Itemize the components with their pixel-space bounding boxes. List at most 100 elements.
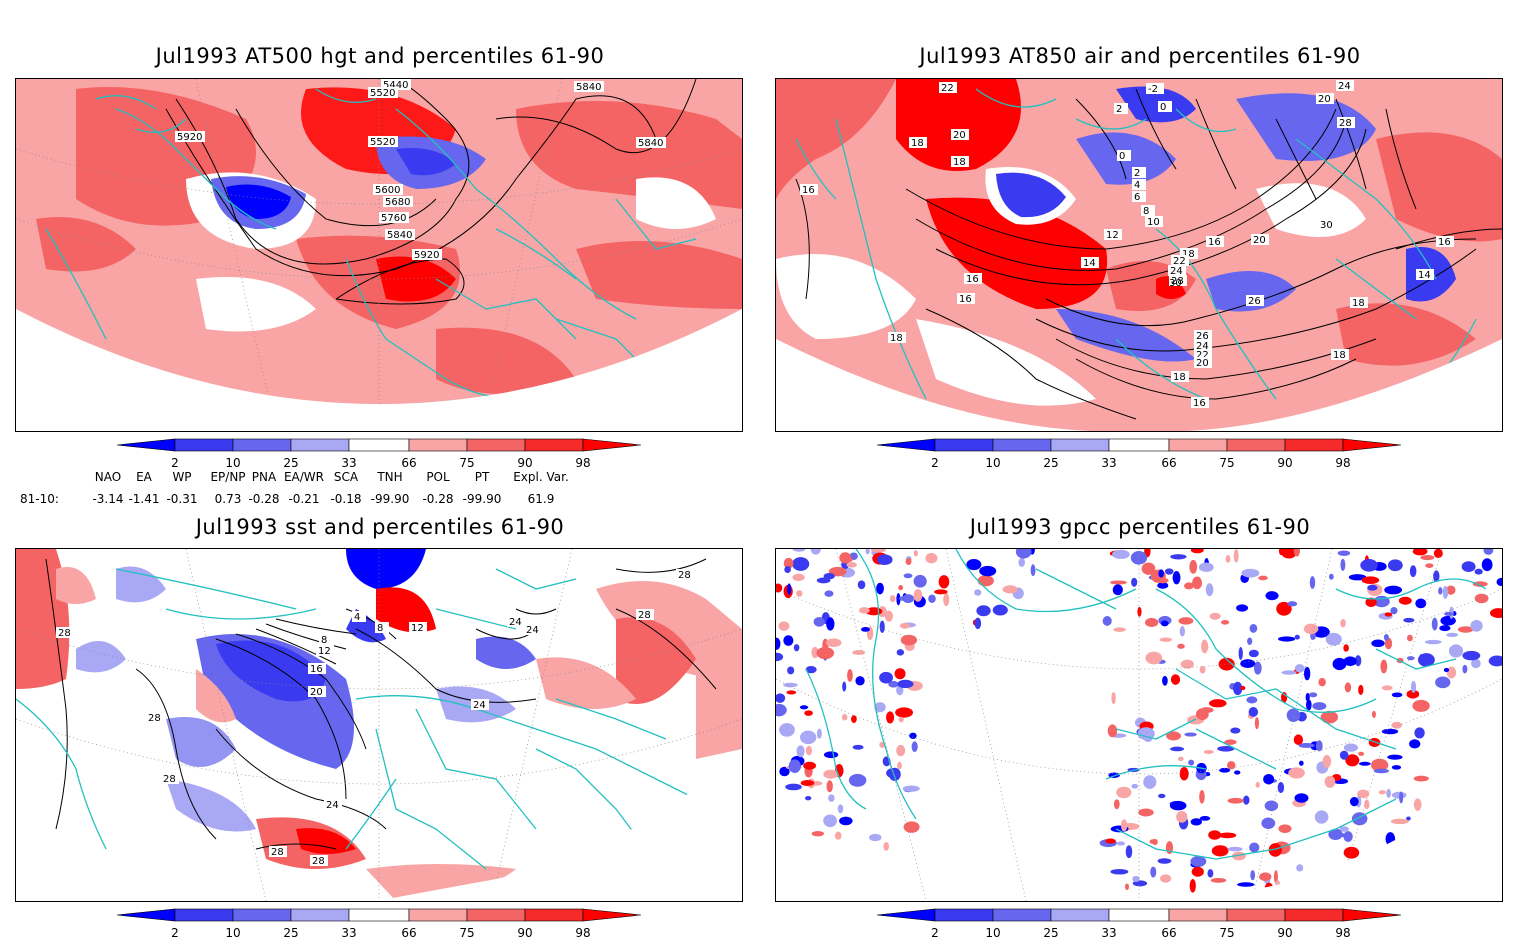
map-panel-sst: 28 28 28 28 28 24 24 24 24 20 16 12 8 4 … — [15, 548, 743, 902]
precip-blob — [1264, 882, 1274, 895]
contour-label: 12 — [409, 622, 427, 634]
contour-label: 22 — [1171, 255, 1189, 267]
precip-blob — [1390, 607, 1398, 615]
precip-blob — [799, 730, 817, 745]
precip-blob — [776, 703, 787, 717]
precip-blob — [839, 552, 852, 564]
index-value: -0.31 — [166, 492, 198, 506]
contour-label: 10 — [1145, 216, 1163, 228]
contour-label: 5840 — [636, 137, 666, 149]
precip-blob — [1287, 601, 1298, 607]
colorbar-tick-label: 33 — [341, 456, 357, 470]
precip-blob — [896, 649, 905, 656]
precip-blob — [1018, 557, 1026, 567]
precip-blob — [847, 668, 853, 682]
precip-blob — [1410, 680, 1417, 693]
precip-blob — [813, 616, 825, 627]
svg-text:20: 20 — [1253, 235, 1266, 246]
precip-blob — [1131, 577, 1138, 587]
svg-text:24: 24 — [1170, 266, 1183, 277]
precip-blob — [826, 780, 833, 793]
contour-label: 28 — [146, 712, 164, 724]
index-value: 61.9 — [527, 492, 555, 506]
precip-blob — [1371, 639, 1385, 648]
index-header-tnh: TNH — [377, 470, 403, 484]
precip-blob — [1324, 775, 1336, 788]
precip-blob — [1248, 649, 1259, 658]
svg-text:12: 12 — [1106, 230, 1119, 241]
precip-blob — [1322, 754, 1332, 769]
contour-label: 2 — [1114, 103, 1128, 115]
precip-blob — [776, 652, 784, 662]
precip-blob — [779, 766, 790, 777]
colorbar-tick-label: 33 — [1101, 926, 1117, 940]
svg-text:24: 24 — [526, 625, 539, 636]
index-header-pna: PNA — [251, 470, 277, 484]
precip-blob — [1247, 637, 1253, 645]
contour-label: 24 — [471, 699, 489, 711]
svg-text:24: 24 — [473, 700, 486, 711]
precip-blob — [928, 594, 936, 604]
contour-label: 26 — [1246, 295, 1264, 307]
precip-blob — [1431, 617, 1438, 631]
colorbar-tick-label: 98 — [575, 926, 591, 940]
contour-label: 24 — [524, 624, 542, 636]
precip-blob — [888, 680, 899, 688]
precip-blob — [1339, 826, 1349, 832]
precip-blob — [1471, 658, 1481, 669]
colorbar-tick-label: 2 — [171, 926, 179, 940]
precip-blob — [1340, 558, 1346, 571]
colorbar-segment — [348, 438, 410, 452]
svg-text:20: 20 — [310, 687, 323, 698]
precip-blob — [1255, 781, 1260, 788]
precip-blob — [1184, 582, 1194, 590]
precip-blob — [1113, 627, 1126, 632]
contour-label: 30 — [1318, 219, 1336, 231]
precip-blob — [1237, 882, 1255, 887]
precip-blob — [900, 634, 918, 646]
contour-label: 18 — [1331, 349, 1349, 361]
precip-blob — [1384, 612, 1393, 617]
precip-blob — [1412, 549, 1428, 556]
svg-text:5520: 5520 — [370, 88, 395, 99]
precip-blob — [1298, 760, 1304, 766]
precip-blob — [1489, 608, 1502, 618]
precip-blob — [1250, 870, 1256, 881]
contour-label: 28 — [1169, 275, 1187, 287]
precip-blob — [1470, 619, 1483, 632]
svg-text:18: 18 — [1173, 372, 1186, 383]
colorbar-segment — [1342, 908, 1402, 922]
colorbar-tick-label: 75 — [459, 456, 475, 470]
precip-blob — [1406, 656, 1415, 661]
precip-blob — [1425, 563, 1434, 568]
precip-blob — [1138, 808, 1154, 817]
precip-blob — [1343, 831, 1353, 842]
svg-text:5840: 5840 — [638, 138, 663, 149]
precip-blob — [1125, 845, 1133, 859]
precip-blob — [1360, 559, 1378, 572]
svg-text:10: 10 — [1147, 217, 1160, 228]
precip-blob — [1240, 659, 1256, 668]
precip-blob — [1348, 574, 1367, 581]
contour-label: 26 — [1194, 330, 1212, 342]
precip-blob — [1381, 685, 1393, 691]
colorbar-segment — [408, 438, 468, 452]
svg-text:26: 26 — [1196, 331, 1209, 342]
precip-blob — [1413, 775, 1429, 782]
precip-blob — [1415, 598, 1427, 609]
contour-label: 8 — [1141, 205, 1155, 217]
svg-text:28: 28 — [638, 610, 651, 621]
precip-blob — [899, 596, 906, 601]
precip-blob — [826, 638, 842, 648]
precip-blob — [1110, 868, 1129, 875]
precip-blob — [1399, 791, 1404, 804]
precip-blob — [1332, 657, 1347, 671]
precip-blob — [1420, 554, 1435, 561]
precip-blob — [1268, 843, 1282, 857]
precip-blob — [1208, 830, 1222, 840]
colorbar-segment — [232, 438, 292, 452]
precip-blob — [1343, 743, 1358, 752]
precip-blob — [1184, 732, 1197, 737]
precip-blob — [788, 759, 801, 774]
precip-blob — [852, 650, 866, 655]
